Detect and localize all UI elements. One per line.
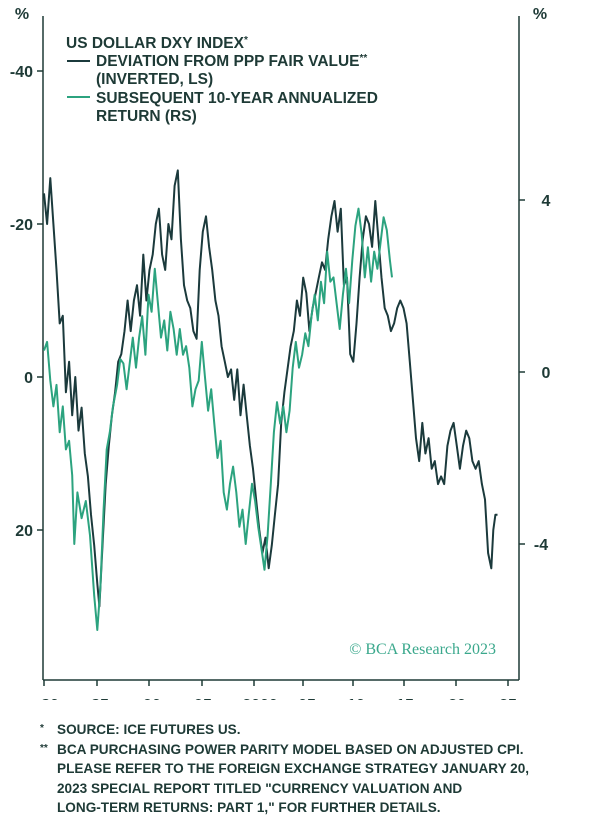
left-tick-label: 0 [24,370,33,387]
x-tick-label: 05 [298,697,316,700]
left-tick-label: -20 [10,217,33,234]
x-tick-label: 20 [448,697,466,700]
credit-text: © BCA Research 2023 [349,641,496,658]
right-axis-unit: % [533,6,547,23]
x-tick-label: 85 [91,697,109,700]
x-tick-label: 80 [41,697,59,700]
legend-series-1-line1: DEVIATION FROM PPP FAIR VALUE** [96,53,367,70]
left-tick-label: 20 [15,523,33,540]
x-tick-label: 95 [194,697,212,700]
footnotes: * SOURCE: ICE FUTURES US. ** BCA PURCHASIN… [40,720,606,818]
legend-title: US DOLLAR DXY INDEX* [66,35,248,52]
right-axis-ticks: 4 0 -4 [519,193,551,554]
right-tick-label: 0 [542,365,551,382]
legend: US DOLLAR DXY INDEX* DEVIATION FROM PPP … [66,35,378,125]
right-tick-label: 4 [542,193,551,210]
footnote-2-cont: LONG-TERM RETURNS: PART 1," FOR FURTHER … [57,800,441,815]
right-tick-label: -4 [534,537,548,554]
x-tick-label: 15 [396,697,414,700]
footnote-2-cont: 2023 SPECIAL REPORT TITLED "CURRENCY VAL… [57,780,463,796]
footnote-2-cont: PLEASE REFER TO THE FOREIGN EXCHANGE STR… [57,761,530,776]
left-axis-ticks: -40 -20 0 20 [10,64,43,540]
chart-area: % % -40 -20 0 20 4 0 -4 80 85 90 95 20 [10,6,551,700]
legend-series-2-line1: SUBSEQUENT 10-YEAR ANNUALIZED [96,90,378,107]
series-line-10yr-return [43,207,393,631]
legend-series-2-line2: RETURN (RS) [96,108,197,125]
x-tick-label: 90 [143,697,161,700]
footnote-2: ** BCA PURCHASING POWER PARITY MODEL BASE… [40,741,524,757]
left-tick-label: -40 [10,64,33,81]
x-tick-label: 25 [499,697,517,700]
left-axis-unit: % [15,6,29,23]
x-axis-ticks: 80 85 90 95 2000 05 10 15 20 25 [41,680,517,700]
footnote-1: * SOURCE: ICE FUTURES US. [40,722,241,737]
x-tick-label: 2000 [242,697,278,700]
series-line-ppp-deviation [43,169,498,608]
x-tick-label: 10 [347,697,365,700]
legend-series-1-line2: (INVERTED, LS) [96,71,213,88]
